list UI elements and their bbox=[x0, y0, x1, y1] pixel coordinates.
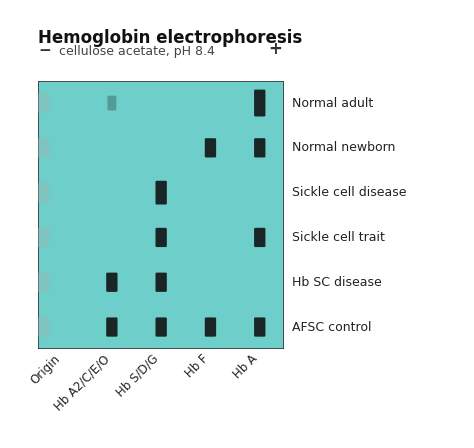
FancyBboxPatch shape bbox=[38, 93, 49, 113]
Text: Hb SC disease: Hb SC disease bbox=[292, 276, 381, 289]
FancyBboxPatch shape bbox=[38, 272, 49, 292]
FancyBboxPatch shape bbox=[38, 228, 49, 247]
FancyBboxPatch shape bbox=[38, 183, 49, 202]
FancyBboxPatch shape bbox=[106, 317, 118, 337]
FancyBboxPatch shape bbox=[155, 317, 167, 337]
FancyBboxPatch shape bbox=[254, 228, 265, 247]
FancyBboxPatch shape bbox=[205, 138, 216, 158]
FancyBboxPatch shape bbox=[254, 90, 265, 116]
Text: Sickle cell disease: Sickle cell disease bbox=[292, 186, 406, 199]
FancyBboxPatch shape bbox=[254, 317, 265, 337]
FancyBboxPatch shape bbox=[38, 317, 49, 337]
Text: cellulose acetate, pH 8.4: cellulose acetate, pH 8.4 bbox=[59, 45, 215, 58]
FancyBboxPatch shape bbox=[254, 138, 265, 158]
Text: AFSC control: AFSC control bbox=[292, 320, 371, 334]
FancyBboxPatch shape bbox=[155, 272, 167, 292]
FancyBboxPatch shape bbox=[205, 317, 216, 337]
Text: Hemoglobin electrophoresis: Hemoglobin electrophoresis bbox=[38, 29, 302, 47]
Text: Sickle cell trait: Sickle cell trait bbox=[292, 231, 384, 244]
FancyBboxPatch shape bbox=[38, 138, 49, 158]
Text: −: − bbox=[38, 43, 51, 58]
Text: Normal adult: Normal adult bbox=[292, 96, 373, 110]
FancyBboxPatch shape bbox=[108, 96, 116, 111]
FancyBboxPatch shape bbox=[106, 272, 118, 292]
FancyBboxPatch shape bbox=[155, 228, 167, 247]
Text: +: + bbox=[268, 40, 282, 58]
FancyBboxPatch shape bbox=[155, 181, 167, 204]
Text: Normal newborn: Normal newborn bbox=[292, 141, 395, 155]
